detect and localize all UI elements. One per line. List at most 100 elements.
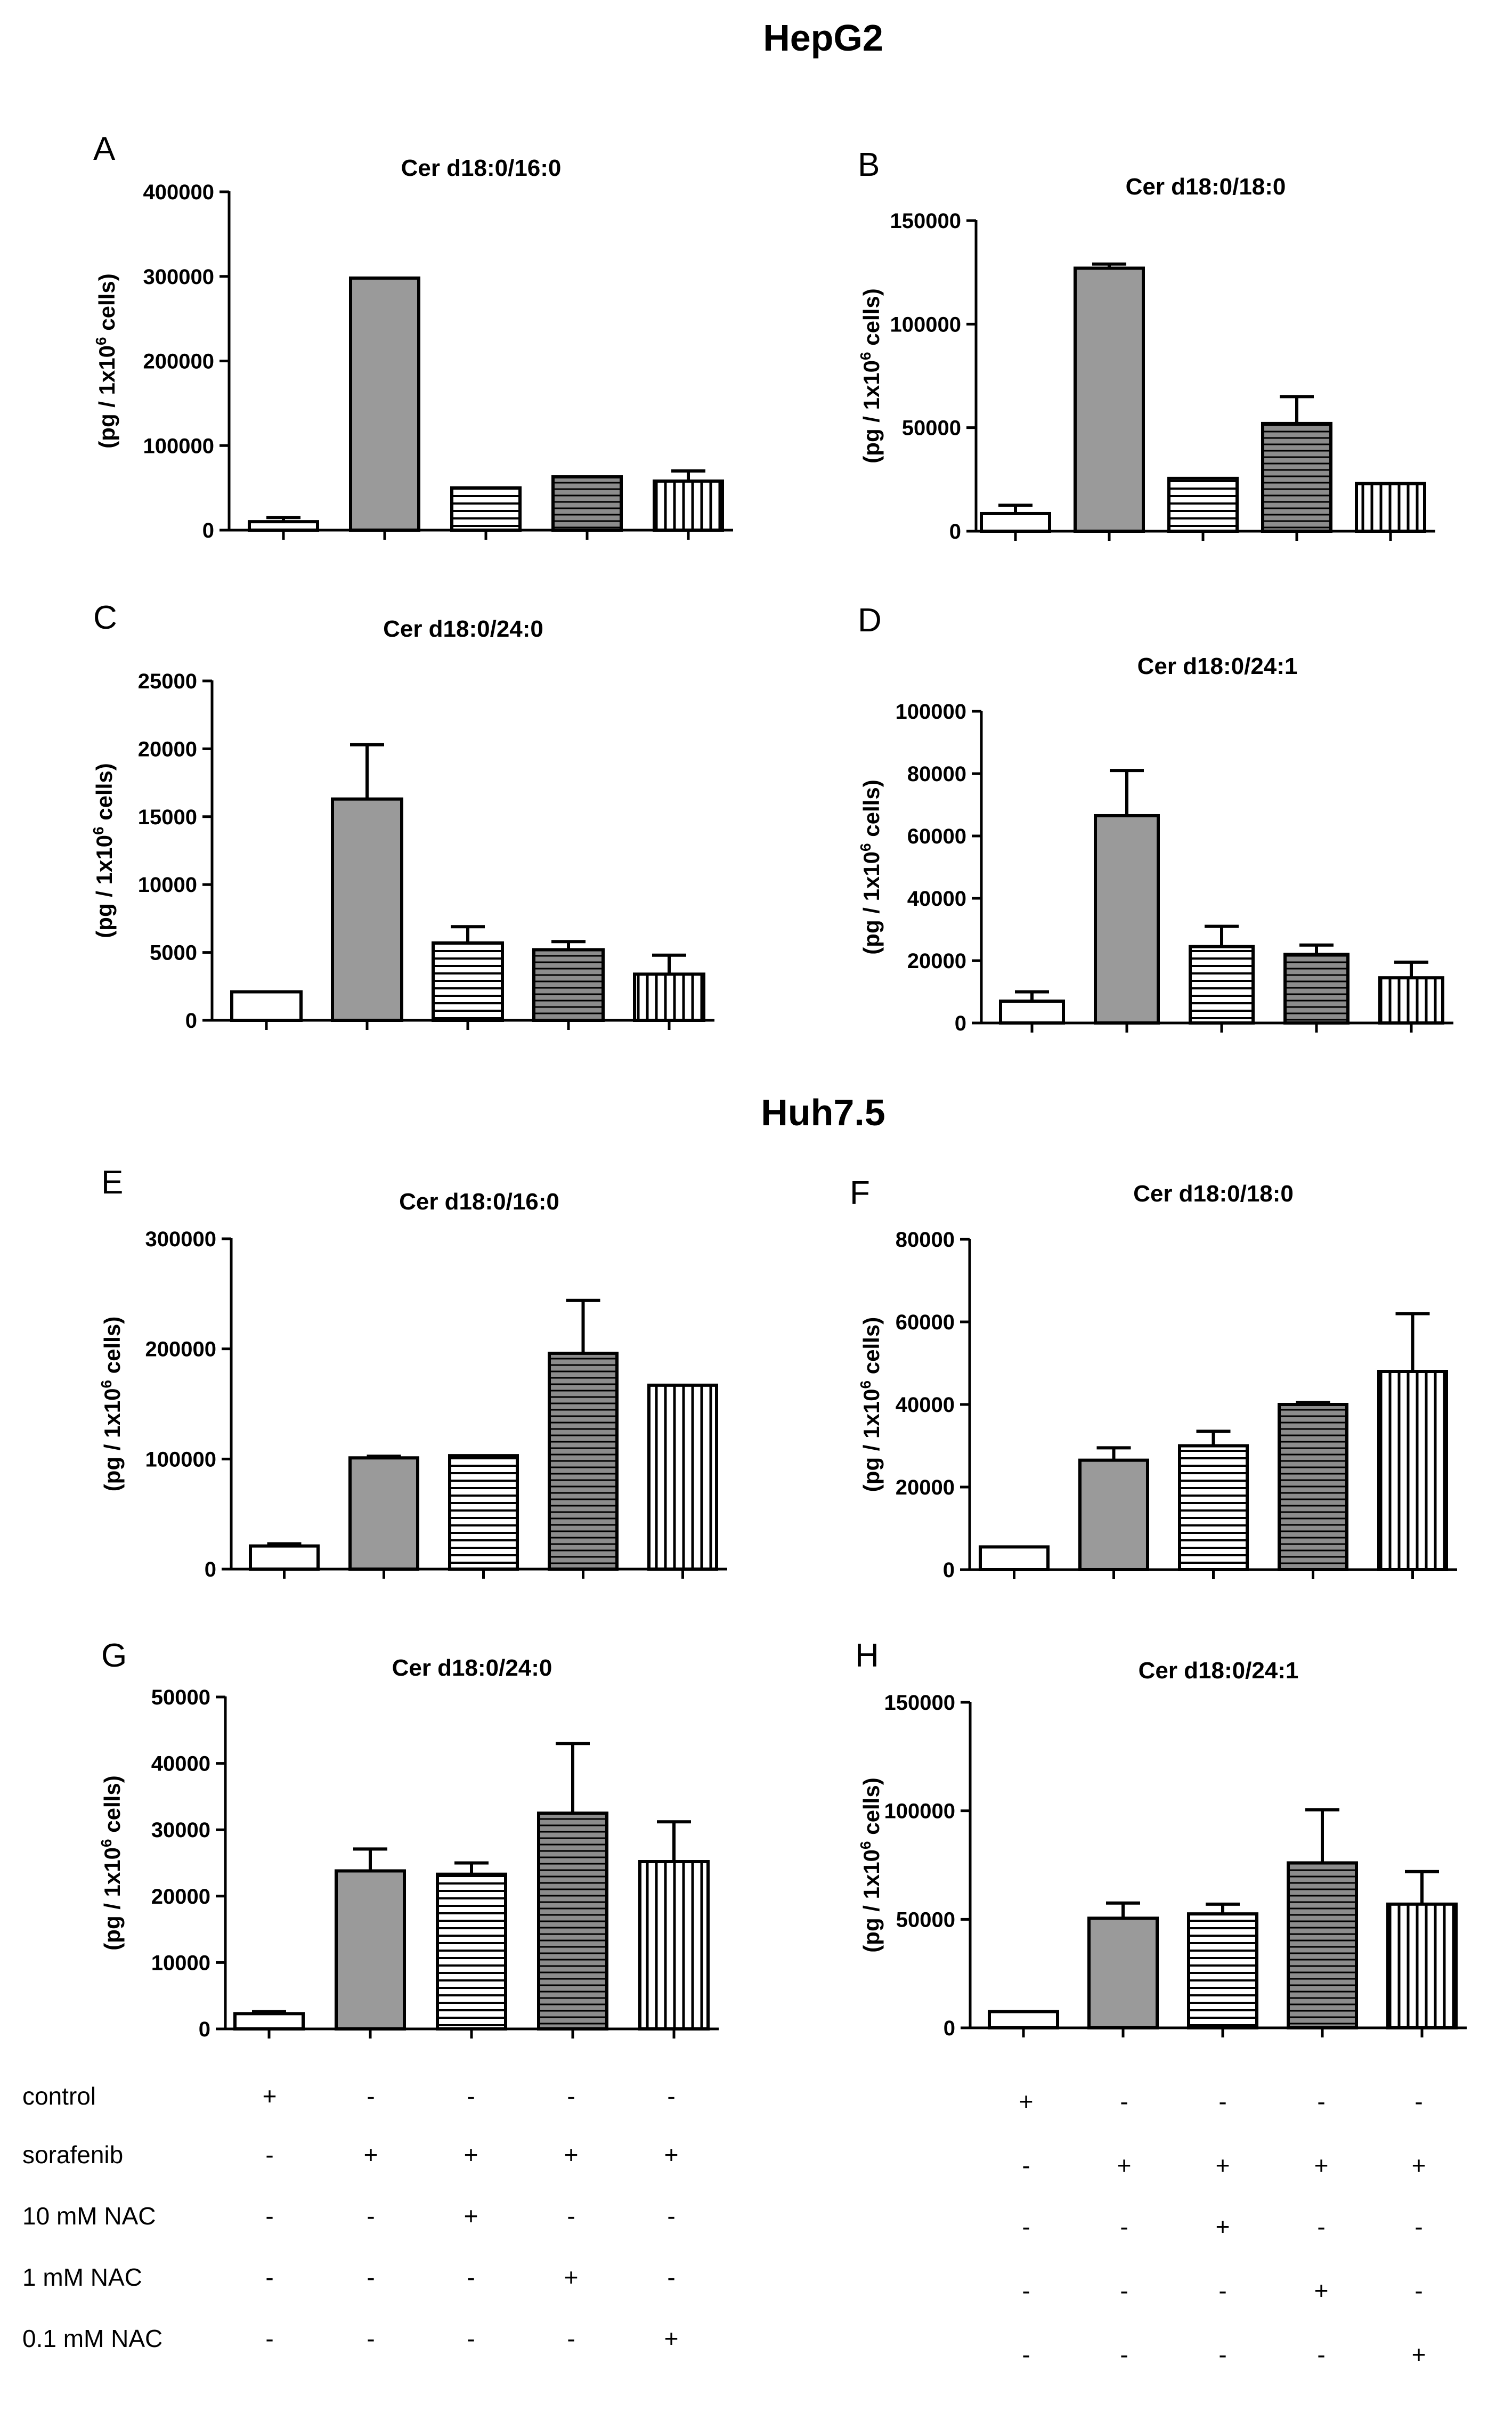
condition-sign: +: [1019, 2088, 1034, 2115]
bar-control: [249, 1544, 320, 1571]
y-tick-label: 300000: [145, 1228, 216, 1251]
condition-sign: -: [265, 2141, 273, 2169]
condition-sign: -: [467, 2263, 475, 2291]
y-tick-label: 20000: [896, 1476, 955, 1499]
y-tick-label: 20000: [907, 949, 966, 973]
bar-10-mm-nac: [1167, 476, 1239, 533]
condition-sign: -: [367, 2263, 375, 2291]
chart-panel-d: D Cer d18:0/24:1 0 20000 40000 60000 80000 1000…: [857, 602, 1453, 1035]
condition-label: 1 mM NAC: [22, 2263, 142, 2291]
y-tick-label: 150000: [890, 209, 961, 233]
y-axis-label: (pg / 1x106 cells): [857, 288, 884, 463]
chart-panel-g: G Cer d18:0/24:0 0 10000 20000 30000 40000 5000…: [98, 1637, 719, 2041]
bar-10-mm-nac: [436, 1872, 507, 2031]
y-tick-label: 40000: [907, 887, 966, 911]
condition-sign: -: [1415, 2213, 1422, 2240]
panel-letter: G: [101, 1637, 127, 1674]
section-title-hepg2: HepG2: [763, 17, 883, 59]
bar-1-mm-nac: [548, 1351, 619, 1571]
condition-sign: -: [265, 2325, 273, 2352]
chart-title: Cer d18:0/18:0: [1133, 1181, 1294, 1207]
panel-letter: E: [101, 1164, 123, 1201]
condition-sign: +: [464, 2202, 478, 2230]
bar-1-mm-nac: [1283, 953, 1350, 1025]
y-tick-label: 50000: [151, 1686, 210, 1709]
condition-sign: -: [1218, 2088, 1226, 2115]
bar-10-mm-nac: [1178, 1444, 1249, 1571]
bar-control: [248, 520, 319, 532]
condition-sign: -: [1317, 2088, 1325, 2115]
y-tick-label: 100000: [896, 700, 966, 724]
bar-0-1-mm-nac: [1386, 1902, 1458, 2030]
condition-sign: +: [564, 2141, 579, 2169]
bar-sorafenib: [348, 1456, 419, 1571]
bar-1-mm-nac: [1261, 421, 1332, 533]
y-tick-label: 20000: [151, 1885, 210, 1909]
condition-label: sorafenib: [22, 2141, 123, 2169]
y-tick-label: 80000: [907, 762, 966, 786]
y-tick-label: 0: [199, 2018, 210, 2041]
y-axis-label: (pg / 1x106 cells): [857, 1777, 884, 1952]
bar-0-1-mm-nac: [1355, 482, 1426, 533]
y-tick-label: 40000: [151, 1752, 210, 1776]
y-tick-label: 100000: [884, 1800, 955, 1823]
chart-panel-f: F Cer d18:0/18:0 0 20000 40000 60000 80000 (pg …: [850, 1175, 1457, 1582]
condition-sign: -: [265, 2202, 273, 2230]
bar-sorafenib: [335, 1869, 406, 2031]
condition-sign: -: [1415, 2277, 1422, 2304]
condition-sign: +: [263, 2082, 277, 2110]
y-tick-label: 60000: [896, 1311, 955, 1334]
condition-sign: -: [567, 2082, 575, 2110]
bar-0-1-mm-nac: [633, 972, 705, 1022]
condition-table: control + + - - - - - - - - sorafenib - - + + + + + + + +10 m…: [22, 2082, 1426, 2368]
condition-sign: -: [1218, 2341, 1226, 2368]
chart-title: Cer d18:0/16:0: [401, 155, 562, 181]
y-tick-label: 40000: [896, 1393, 955, 1417]
condition-sign: +: [1216, 2151, 1230, 2179]
y-tick-label: 150000: [884, 1691, 955, 1715]
condition-sign: +: [664, 2325, 679, 2352]
bar-sorafenib: [349, 276, 420, 532]
condition-sign: +: [464, 2141, 478, 2169]
condition-sign: -: [667, 2202, 675, 2230]
bar-1-mm-nac: [537, 1812, 608, 2031]
y-tick-label: 0: [955, 1012, 966, 1035]
bar-control: [980, 511, 1051, 533]
panel-letter: B: [858, 147, 880, 183]
y-tick-label: 10000: [138, 873, 197, 897]
bar-0-1-mm-nac: [1378, 976, 1444, 1025]
y-tick-label: 60000: [907, 825, 966, 848]
condition-sign: -: [667, 2082, 675, 2110]
y-tick-label: 50000: [896, 1908, 955, 1931]
y-tick-label: 80000: [896, 1228, 955, 1252]
bar-1-mm-nac: [551, 475, 623, 532]
condition-sign: +: [1412, 2341, 1426, 2368]
bar-0-1-mm-nac: [647, 1383, 718, 1571]
condition-sign: -: [367, 2202, 375, 2230]
y-tick-label: 15000: [138, 806, 197, 829]
y-axis-label: (pg / 1x106 cells): [857, 1317, 884, 1492]
bar-1-mm-nac: [1278, 1403, 1348, 1571]
y-tick-label: 0: [205, 1558, 216, 1581]
y-tick-label: 100000: [143, 434, 214, 458]
panel-letter: C: [93, 599, 117, 636]
condition-sign: -: [367, 2325, 375, 2352]
condition-sign: -: [1120, 2088, 1128, 2115]
y-axis-label: (pg / 1x106 cells): [93, 273, 119, 448]
condition-sign: -: [567, 2202, 575, 2230]
chart-title: Cer d18:0/24:1: [1139, 1658, 1299, 1684]
condition-sign: -: [1120, 2277, 1128, 2304]
y-tick-label: 10000: [151, 1951, 210, 1975]
condition-sign: -: [1022, 2151, 1030, 2179]
condition-sign: -: [667, 2263, 675, 2291]
y-tick-label: 200000: [143, 350, 214, 373]
condition-sign: -: [367, 2082, 375, 2110]
bar-control: [988, 2010, 1059, 2029]
condition-sign: -: [467, 2082, 475, 2110]
bar-0-1-mm-nac: [653, 479, 724, 532]
chart-panel-h: H Cer d18:0/24:1 0 50000 100000 150000 (pg / 1…: [855, 1637, 1467, 2040]
condition-sign: -: [467, 2325, 475, 2352]
condition-sign: +: [1314, 2277, 1329, 2304]
y-axis-label: (pg / 1x106 cells): [98, 1317, 125, 1491]
